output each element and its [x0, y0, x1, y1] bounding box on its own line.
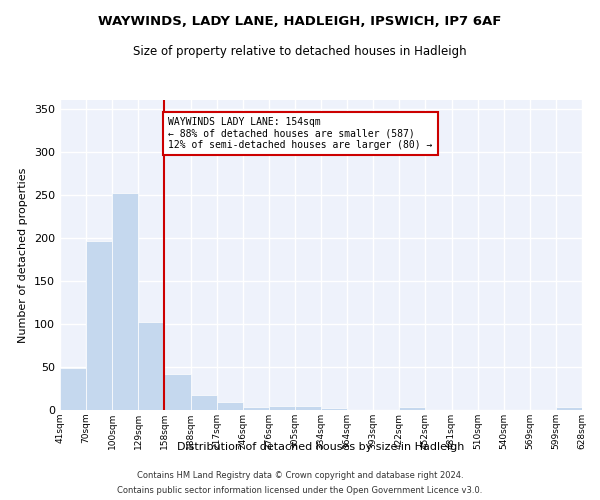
Text: Distribution of detached houses by size in Hadleigh: Distribution of detached houses by size … [178, 442, 464, 452]
Bar [191, 396, 217, 410]
Bar [400, 408, 425, 410]
Bar [321, 408, 347, 410]
Bar [295, 406, 321, 410]
Bar [217, 402, 243, 410]
Bar [86, 241, 112, 410]
Text: Size of property relative to detached houses in Hadleigh: Size of property relative to detached ho… [133, 45, 467, 58]
Bar [269, 406, 295, 410]
Text: Contains HM Land Registry data © Crown copyright and database right 2024.: Contains HM Land Registry data © Crown c… [137, 471, 463, 480]
Text: Contains public sector information licensed under the Open Government Licence v3: Contains public sector information licen… [118, 486, 482, 495]
Bar [556, 408, 582, 410]
Text: WAYWINDS, LADY LANE, HADLEIGH, IPSWICH, IP7 6AF: WAYWINDS, LADY LANE, HADLEIGH, IPSWICH, … [98, 15, 502, 28]
Bar [243, 406, 269, 410]
Bar [60, 368, 86, 410]
Y-axis label: Number of detached properties: Number of detached properties [19, 168, 28, 342]
Bar [139, 322, 164, 410]
Bar [164, 374, 191, 410]
Bar [112, 193, 139, 410]
Text: WAYWINDS LADY LANE: 154sqm
← 88% of detached houses are smaller (587)
12% of sem: WAYWINDS LADY LANE: 154sqm ← 88% of deta… [169, 117, 433, 150]
